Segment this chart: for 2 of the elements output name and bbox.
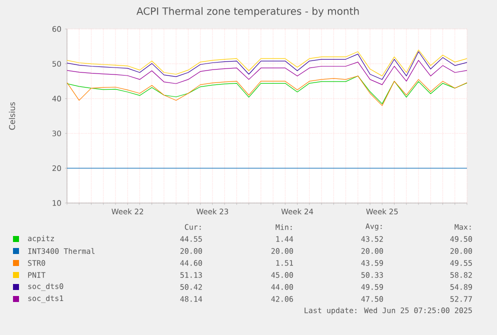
chart-title: ACPI Thermal zone temperatures - by month (136, 7, 359, 17)
y-axis-title: Celsius (8, 102, 16, 130)
